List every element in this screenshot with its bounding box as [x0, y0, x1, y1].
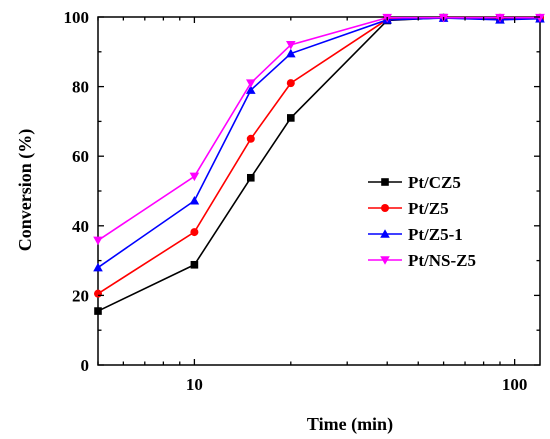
data-point-circle: [381, 204, 389, 212]
legend-label: Pt/Z5-1: [408, 225, 463, 244]
legend-entry: Pt/NS-Z5: [368, 251, 476, 270]
data-point-circle: [190, 228, 199, 237]
data-point-triangle-down: [380, 256, 390, 265]
data-point-triangle-down: [286, 41, 296, 50]
data-point-triangle-down: [189, 172, 200, 182]
series-2: [93, 13, 545, 272]
series-line: [97, 16, 540, 242]
series-1: [94, 13, 544, 298]
data-point-square: [381, 178, 389, 186]
data-point-square: [190, 260, 199, 269]
y-tick-label: 40: [72, 217, 89, 236]
series-layer: [93, 13, 545, 315]
legend-entry: Pt/Z5-1: [368, 225, 463, 244]
data-point-square: [94, 307, 102, 315]
legend-entry: Pt/CZ5: [368, 173, 461, 192]
data-point-circle: [94, 289, 102, 298]
series-line: [97, 16, 540, 312]
y-tick-label: 20: [72, 286, 89, 305]
y-tick-label: 80: [72, 78, 89, 97]
y-tick-label: 60: [72, 147, 89, 166]
series-line: [97, 17, 541, 269]
legend-label: Pt/NS-Z5: [408, 251, 476, 270]
data-point-square: [246, 173, 255, 182]
series-0: [94, 13, 544, 315]
plot-frame: [97, 16, 541, 366]
legend-label: Pt/Z5: [408, 199, 449, 218]
series-3: [93, 13, 545, 246]
x-axis-title: Time (min): [307, 414, 393, 435]
legend-entry: Pt/Z5: [368, 199, 449, 218]
data-point-triangle-down: [93, 236, 103, 246]
data-point-square: [287, 114, 295, 122]
data-point-triangle-down: [535, 13, 545, 23]
x-tick-label: 10: [186, 375, 203, 394]
plot-area: [97, 16, 541, 366]
x-tick-label: 100: [502, 375, 528, 394]
data-point-triangle-up: [189, 195, 200, 205]
y-axis-title: Conversion (%): [15, 129, 36, 252]
y-tick-label: 0: [81, 356, 90, 375]
axes-layer: 0 20 40 60 80 100 10 100: [64, 8, 540, 394]
legend: Pt/CZ5 Pt/Z5 Pt/Z5-1 Pt/NS-Z5: [368, 173, 476, 270]
data-point-circle: [286, 79, 295, 88]
y-tick-label: 100: [64, 8, 90, 27]
data-point-triangle-down: [245, 79, 256, 88]
data-point-triangle-up: [93, 262, 103, 272]
data-point-triangle-up: [286, 48, 296, 58]
data-point-triangle-up: [245, 85, 256, 94]
legend-label: Pt/CZ5: [408, 173, 461, 192]
data-point-circle: [246, 134, 255, 143]
data-point-triangle-up: [380, 229, 390, 238]
